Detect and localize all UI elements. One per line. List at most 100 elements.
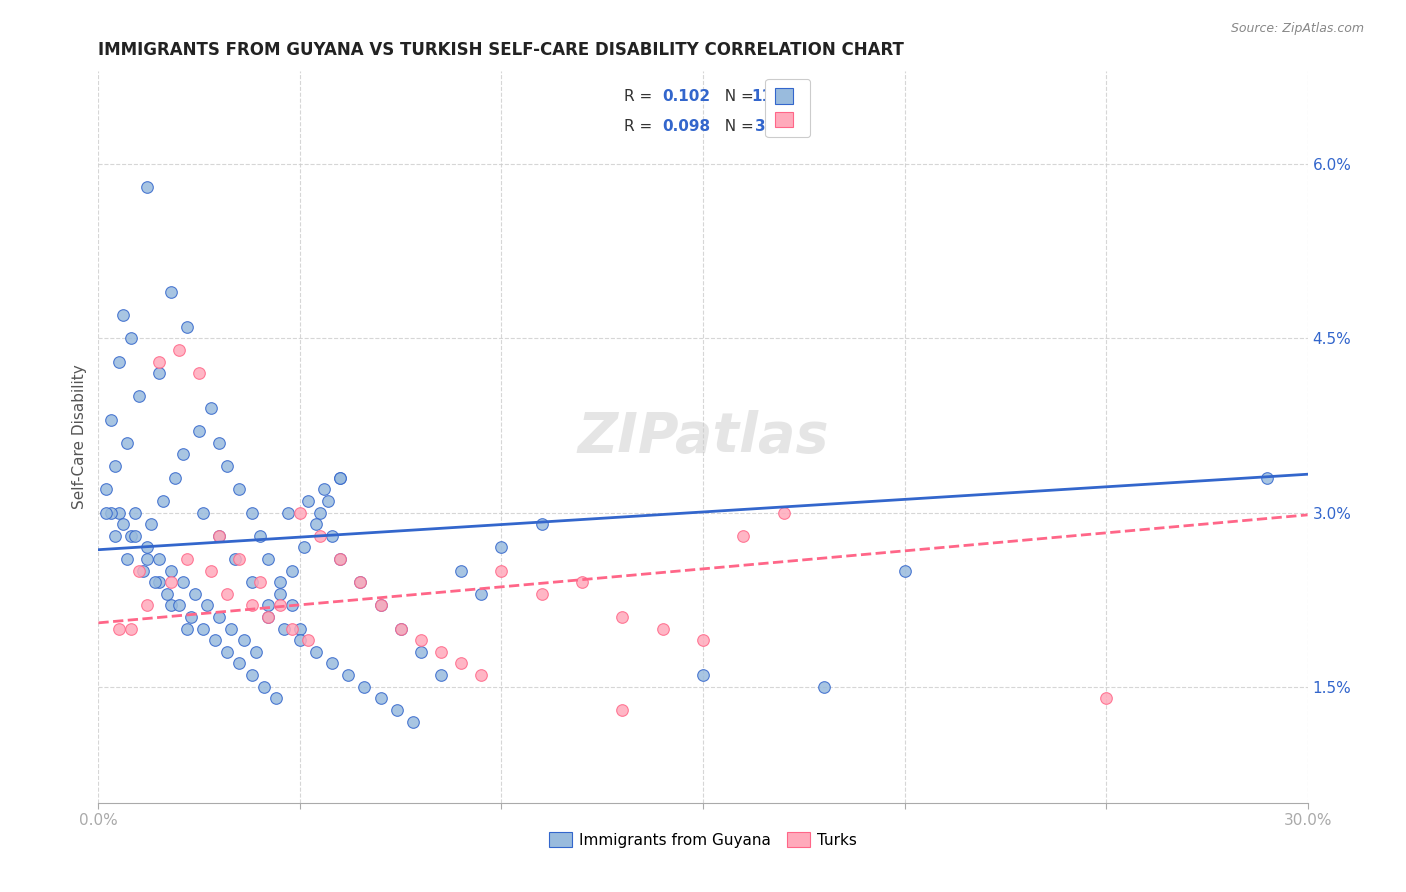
Point [176,552,198,566]
Point [156,587,179,601]
Point [240,599,263,613]
Point [349,575,371,590]
Point [148,575,170,590]
Point [353,680,375,694]
Point [200,401,222,415]
Point [176,622,198,636]
Point [329,471,352,485]
Point [135,180,157,194]
Point [450,657,472,671]
Point [160,285,183,299]
Point [370,599,392,613]
Point [402,714,425,729]
Point [135,599,157,613]
Point [172,575,194,590]
Text: N =: N = [716,89,759,104]
Point [256,552,278,566]
Point [256,610,278,624]
Point [232,633,254,648]
Point [180,610,202,624]
Point [470,668,492,682]
Text: N =: N = [716,119,759,134]
Point [269,587,291,601]
Point [120,331,142,345]
Point [115,552,138,566]
Point [160,575,183,590]
Text: R =: R = [624,119,662,134]
Point [288,622,311,636]
Point [103,459,125,474]
Point [329,552,352,566]
Point [195,599,218,613]
Point [240,668,263,682]
Point [249,575,271,590]
Point [430,668,453,682]
Point [385,703,408,717]
Point [309,529,332,543]
Point [288,506,311,520]
Point [148,366,170,380]
Point [264,691,287,706]
Point [273,622,295,636]
Point [208,529,231,543]
Point [305,645,328,659]
Point [389,622,412,636]
Point [148,552,170,566]
Point [188,424,211,438]
Point [321,657,343,671]
Point [128,564,150,578]
Point [139,517,162,532]
Point [409,645,432,659]
Point [1095,691,1118,706]
Point [297,633,319,648]
Point [115,436,138,450]
Point [692,633,714,648]
Point [100,412,122,426]
Point [128,389,150,403]
Point [893,564,915,578]
Point [152,494,174,508]
Point [305,517,328,532]
Point [143,575,166,590]
Point [612,703,634,717]
Point [450,564,472,578]
Point [135,541,157,555]
Point [470,587,492,601]
Point [813,680,835,694]
Point [160,564,183,578]
Point [491,564,513,578]
Point [389,622,412,636]
Point [107,354,129,368]
Point [430,645,453,659]
Point [491,541,513,555]
Point [269,599,291,613]
Point [288,633,311,648]
Point [349,575,371,590]
Point [208,436,231,450]
Point [370,691,392,706]
Point [253,680,276,694]
Point [316,494,339,508]
Point [269,575,291,590]
Point [103,529,125,543]
Point [200,564,222,578]
Point [208,529,231,543]
Point [100,506,122,520]
Text: 114: 114 [751,89,783,104]
Point [256,610,278,624]
Point [281,622,304,636]
Point [208,610,231,624]
Point [163,471,186,485]
Point [337,668,360,682]
Text: IMMIGRANTS FROM GUYANA VS TURKISH SELF-CARE DISABILITY CORRELATION CHART: IMMIGRANTS FROM GUYANA VS TURKISH SELF-C… [98,41,904,59]
Point [692,668,714,682]
Text: R =: R = [624,89,662,104]
Point [111,517,134,532]
Point [111,308,134,322]
Y-axis label: Self-Care Disability: Self-Care Disability [72,365,87,509]
Point [124,529,146,543]
Text: Source: ZipAtlas.com: Source: ZipAtlas.com [1230,22,1364,36]
Point [409,633,432,648]
Point [204,633,226,648]
Point [107,506,129,520]
